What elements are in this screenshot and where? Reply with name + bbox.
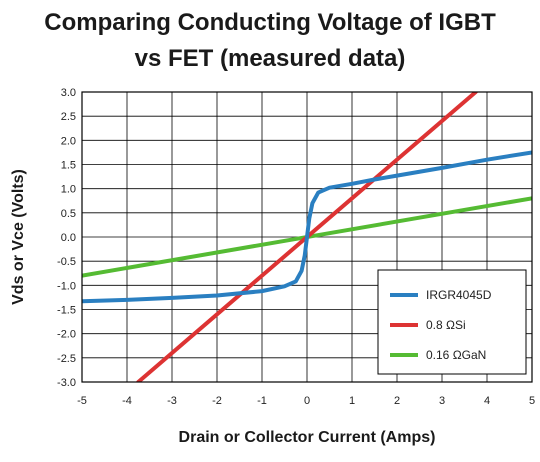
- x-tick-label: -2: [212, 395, 222, 407]
- x-tick-label: 3: [439, 395, 445, 407]
- legend: IRGR4045D 0.8 ΩSi 0.16 ΩGaN: [377, 269, 527, 375]
- x-axis-ticks: -5 -4 -3 -2 -1 0 1 2 3 4 5: [77, 395, 535, 407]
- y-tick-label: 1.5: [61, 160, 76, 172]
- y-tick-label: -1.5: [57, 305, 76, 317]
- legend-label: 0.16 ΩGaN: [426, 348, 486, 362]
- series-lines: [82, 92, 532, 382]
- x-tick-label: 0: [304, 395, 310, 407]
- y-tick-label: -2.0: [57, 329, 76, 341]
- x-tick-label: -3: [167, 395, 177, 407]
- x-tick-label: 4: [484, 395, 490, 407]
- y-tick-label: 0.5: [61, 208, 76, 220]
- plot-frame: [81, 91, 533, 383]
- x-tick-label: 5: [529, 395, 535, 407]
- x-axis-label: Drain or Collector Current (Amps): [179, 429, 436, 446]
- chart-title-line-1: Comparing Conducting Voltage of IGBT: [44, 9, 496, 36]
- x-tick-label: -1: [257, 395, 267, 407]
- legend-items: IRGR4045D 0.8 ΩSi 0.16 ΩGaN: [390, 288, 492, 362]
- y-tick-label: 3.0: [61, 87, 76, 99]
- y-tick-label: -1.0: [57, 280, 76, 292]
- y-tick-label: 0.0: [61, 232, 76, 244]
- y-tick-label: -0.5: [57, 256, 76, 268]
- chart-title-line-2: vs FET (measured data): [135, 45, 406, 72]
- y-axis-label: Vds or Vce (Volts): [10, 169, 27, 305]
- y-tick-label: 2.0: [61, 135, 76, 147]
- y-tick-label: 1.0: [61, 184, 76, 196]
- x-tick-label: 2: [394, 395, 400, 407]
- y-tick-label: -3.0: [57, 377, 76, 389]
- x-tick-label: -5: [77, 395, 87, 407]
- x-tick-label: 1: [349, 395, 355, 407]
- y-tick-label: -2.5: [57, 353, 76, 365]
- legend-label: IRGR4045D: [426, 288, 492, 302]
- y-tick-label: 2.5: [61, 111, 76, 123]
- y-axis-ticks: 3.0 2.5 2.0 1.5 1.0 0.5 0.0 -0.5 -1.0 -1.5 -2.0 -2.…: [57, 87, 76, 389]
- series-line-0: [82, 150, 532, 304]
- legend-label: 0.8 ΩSi: [426, 318, 466, 332]
- x-tick-label: -4: [122, 395, 132, 407]
